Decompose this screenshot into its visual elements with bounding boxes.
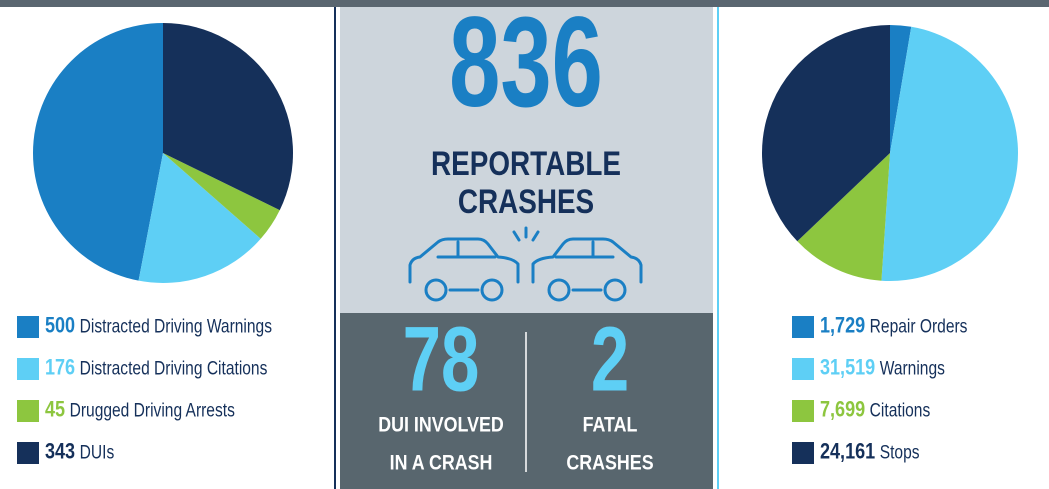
legend-label: Distracted Driving Warnings (80, 315, 273, 337)
legend-label: DUIs (80, 441, 115, 463)
legend-label: Distracted Driving Citations (80, 357, 268, 379)
legend-label: Warnings (880, 357, 945, 379)
legend-entry: 343 DUIs (45, 440, 115, 465)
legend-label: Repair Orders (870, 315, 968, 337)
legend-value: 24,161 (820, 440, 875, 464)
legend-entry: 7,699 Citations (820, 398, 931, 423)
legend-value: 500 (45, 314, 75, 338)
legend-swatch (17, 400, 39, 422)
legend-entry: 500 Distracted Driving Warnings (45, 314, 272, 339)
legend-entry: 45 Drugged Driving Arrests (45, 398, 235, 423)
legend-swatch (17, 358, 39, 380)
legend-swatch (17, 442, 39, 464)
legend-value: 176 (45, 356, 75, 380)
legend-value: 45 (45, 398, 65, 422)
stat-number: 78 (403, 308, 480, 411)
legend-swatch (17, 316, 39, 338)
legend-label: Citations (870, 399, 931, 421)
legend-swatch (792, 442, 814, 464)
legend-value: 31,519 (820, 356, 875, 380)
legend-entry: 1,729 Repair Orders (820, 314, 968, 339)
stat-label: DUI INVOLVED (378, 413, 503, 437)
headline-label: CRASHES (458, 182, 594, 220)
legend-entry: 31,519 Warnings (820, 356, 945, 381)
legend-value: 7,699 (820, 398, 865, 422)
legend-entry: 24,161 Stops (820, 440, 920, 465)
headline-label: REPORTABLE (431, 144, 621, 182)
stat-label: CRASHES (566, 451, 653, 475)
legend-value: 1,729 (820, 314, 865, 338)
page: {"chart_data": [ {"type": "pie", "catego… (0, 0, 1049, 489)
pie-slice (33, 23, 163, 281)
legend-label: Stops (880, 441, 920, 463)
stat-number: 2 (591, 308, 629, 411)
stat-label: IN A CRASH (390, 451, 493, 475)
infographic: 500 Distracted Driving Warnings176 Distr… (0, 0, 1049, 489)
legend-label: Drugged Driving Arrests (70, 399, 236, 421)
legend-swatch (792, 358, 814, 380)
legend-swatch (792, 316, 814, 338)
stat-label: FATAL (583, 413, 638, 437)
legend-entry: 176 Distracted Driving Citations (45, 356, 268, 381)
headline-number: 836 (449, 0, 603, 133)
legend-value: 343 (45, 440, 75, 464)
legend-swatch (792, 400, 814, 422)
